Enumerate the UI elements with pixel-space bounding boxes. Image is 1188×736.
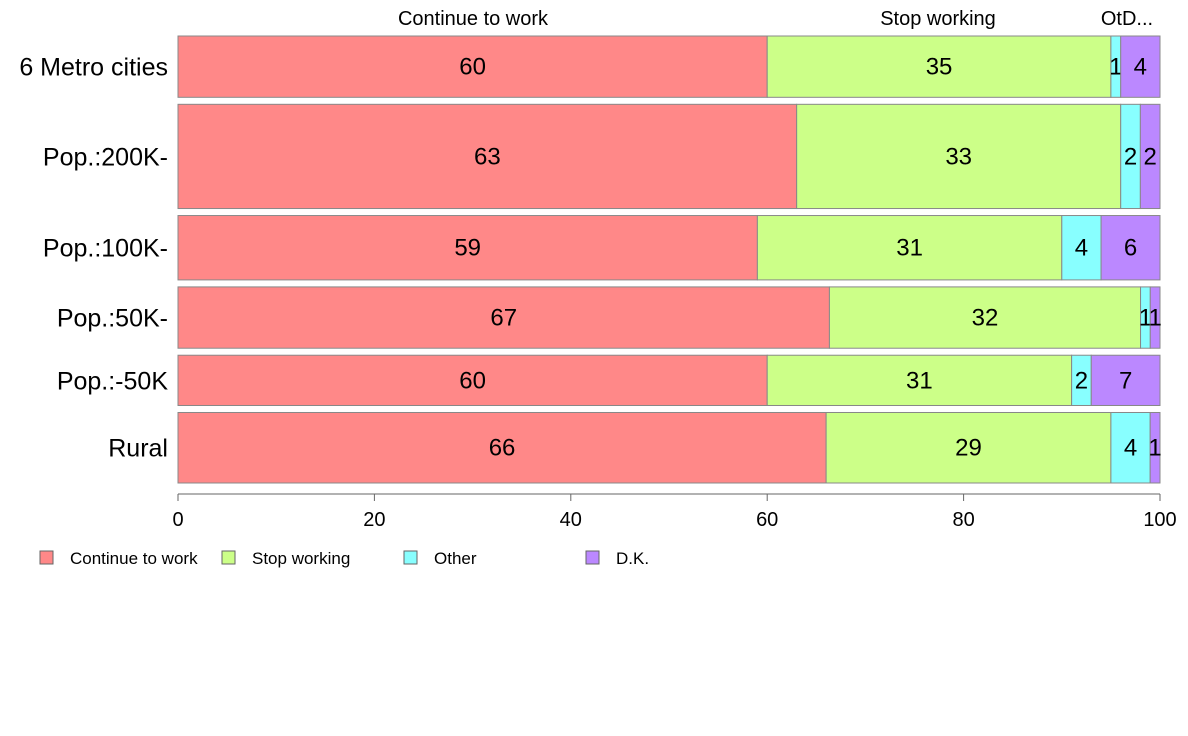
legend: Continue to work Stop working Other D.K. (39, 549, 649, 568)
category-label: Pop.:50K- (57, 305, 168, 333)
top-label-stop: Stop working (880, 8, 996, 30)
bar-row: 66 29 4 1 (177, 411, 1162, 484)
category-label: 6 Metro cities (19, 54, 168, 82)
bar-segment (177, 215, 758, 281)
category-label: Pop.:200K- (43, 143, 168, 171)
bar-segment (1100, 215, 1161, 281)
data-label: 6 (1124, 235, 1137, 262)
bar-segment (1120, 35, 1161, 98)
bar-segment (177, 35, 768, 98)
bar-segment (177, 286, 830, 349)
category-label: Pop.:-50K (57, 367, 169, 395)
bar-segment (1149, 411, 1161, 484)
bar-segment (796, 103, 1122, 210)
legend-label: Stop working (252, 549, 350, 568)
data-label: 63 (474, 143, 501, 170)
data-label: 60 (459, 54, 486, 81)
bar-segment (177, 103, 798, 210)
legend-item: Continue to work (39, 549, 198, 568)
data-label: 67 (490, 305, 517, 332)
data-label: 60 (459, 367, 486, 394)
data-label: 66 (489, 435, 516, 462)
legend-label: D.K. (616, 549, 649, 568)
legend-item: Stop working (221, 549, 350, 568)
legend-swatch (403, 550, 418, 565)
data-label: 2 (1124, 143, 1137, 170)
legend-label: Other (434, 549, 477, 568)
legend-item: D.K. (585, 549, 649, 568)
data-label: 2 (1075, 367, 1088, 394)
legend-swatch (39, 550, 54, 565)
bar-row: 60 35 1 4 (177, 35, 1161, 98)
data-label: 4 (1075, 235, 1088, 262)
x-tick-label: 60 (756, 509, 778, 531)
data-label: 29 (955, 435, 982, 462)
x-axis: 0 20 40 60 80 100 (172, 493, 1177, 531)
bar-segment (177, 411, 827, 484)
data-label: 4 (1134, 54, 1147, 81)
x-tick-label: 80 (952, 509, 974, 531)
bar-segment (1061, 215, 1102, 281)
data-label: 4 (1124, 435, 1137, 462)
x-tick-label: 100 (1143, 509, 1176, 531)
bar-row: 63 33 2 2 (177, 103, 1161, 210)
data-label: 31 (906, 367, 933, 394)
bar-segment (766, 354, 1073, 406)
category-labels: 6 Metro cities Pop.:200K- Pop.:100K- Pop.:5… (19, 54, 168, 463)
top-label-other-dk: OtD... (1101, 8, 1153, 30)
legend-item: Other (403, 549, 477, 568)
bar-row: 59 31 4 6 (177, 215, 1161, 281)
x-tick-label: 0 (172, 509, 183, 531)
top-category-labels: Continue to work Stop working OtD... (398, 8, 1153, 30)
data-label: 35 (926, 54, 953, 81)
x-tick-label: 40 (560, 509, 582, 531)
category-label: Rural (108, 435, 168, 463)
data-label: 59 (454, 235, 481, 262)
data-label: 32 (972, 305, 999, 332)
bar-segment (766, 35, 1112, 98)
bar-segment (1149, 286, 1161, 349)
legend-label: Continue to work (70, 549, 198, 568)
legend-swatch (221, 550, 236, 565)
data-label: 31 (896, 235, 923, 262)
x-tick-label: 20 (363, 509, 385, 531)
category-label: Pop.:100K- (43, 235, 168, 263)
data-label: 1 (1109, 54, 1122, 81)
data-label: 1 (1139, 305, 1152, 332)
bar-segment (1110, 411, 1151, 484)
top-label-continue: Continue to work (398, 8, 549, 30)
bar-segment (825, 411, 1112, 484)
bar-row: 60 31 2 7 (177, 354, 1161, 406)
bar-segment (177, 354, 768, 406)
bar-segment (1139, 103, 1161, 210)
bar-segment (1090, 354, 1161, 406)
data-label: 7 (1119, 367, 1132, 394)
legend-swatch (585, 550, 600, 565)
bar-row: 67 32 11 (177, 286, 1162, 349)
data-label: 2 (1144, 143, 1157, 170)
data-label: 1 (1148, 435, 1161, 462)
data-label: 33 (945, 143, 972, 170)
data-label: 1 (1148, 305, 1161, 332)
